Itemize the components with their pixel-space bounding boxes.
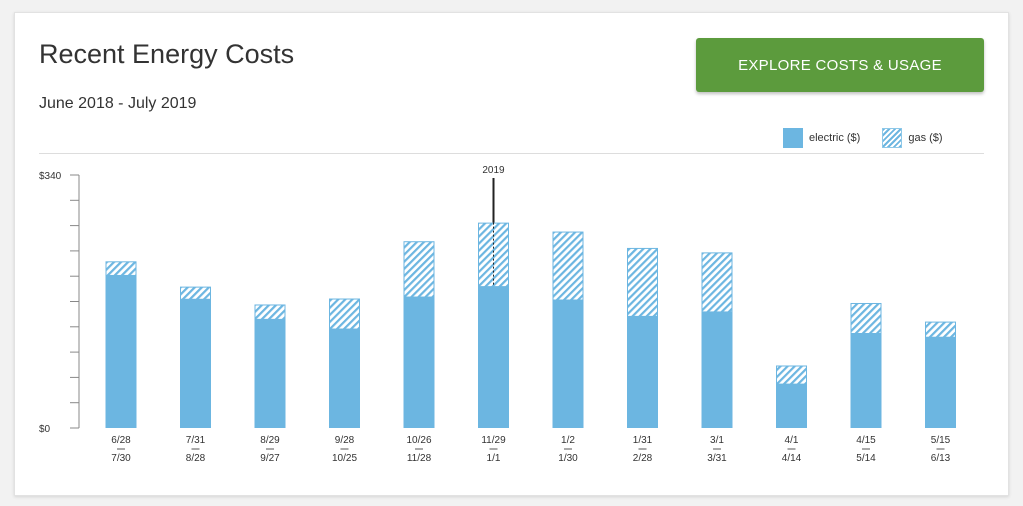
y-tick-label-min: $0 [39,424,51,435]
x-tick-label-end: 2/28 [633,453,653,464]
x-tick-label-end: 9/27 [260,453,280,464]
page-title: Recent Energy Costs [39,39,295,69]
electric-swatch [783,128,803,148]
electric-bar [552,300,584,428]
x-tick-label-start: 4/15 [856,435,876,446]
electric-bar [776,384,807,428]
header-divider [39,153,984,154]
gas-bar [329,298,360,330]
electric-bar [925,337,956,428]
gas-bar [105,261,137,276]
x-tick-label-start: 6/28 [111,435,131,446]
gas-bar [627,247,658,317]
electric-bar [627,316,658,428]
x-tick-label-start: 9/28 [335,435,355,446]
electric-bar [478,286,509,428]
electric-bar [701,311,733,428]
x-tick-label-end: 7/30 [111,453,131,464]
chart-legend: electric ($) gas ($) [783,128,965,148]
x-tick-label-start: 5/15 [931,435,951,446]
x-tick-label-start: 8/29 [260,435,280,446]
year-annotation-label: 2019 [482,165,505,176]
x-tick-label-start: 7/31 [186,435,206,446]
electric-bar [180,299,211,428]
legend-label-gas: gas ($) [908,132,943,144]
explore-costs-button[interactable]: EXPLORE COSTS & USAGE [696,38,984,92]
x-tick-label-start: 3/1 [710,435,724,446]
x-tick-label-end: 8/28 [186,453,206,464]
x-tick-label-end: 4/14 [782,453,802,464]
electric-bar [850,333,882,428]
legend-item-gas: gas ($) [882,128,943,148]
x-tick-label-start: 10/26 [406,435,431,446]
gas-bar [552,231,584,301]
gas-bar [701,252,733,313]
x-tick-label-start: 1/2 [561,435,575,446]
legend-label-electric: electric ($) [809,132,861,144]
electric-bar [105,275,137,428]
gas-bar [850,302,882,334]
gas-bar [403,241,435,298]
x-tick-label-end: 1/30 [558,453,578,464]
gas-bar [925,321,956,338]
y-tick-label-max: $340 [39,171,62,182]
x-tick-label-end: 11/28 [407,453,432,464]
x-tick-label-end: 3/31 [707,453,727,464]
gas-bar [776,365,807,385]
x-tick-label-end: 5/14 [856,453,876,464]
date-range-subtitle: June 2018 - July 2019 [39,95,197,112]
energy-costs-card: Recent Energy Costs June 2018 - July 201… [14,12,1009,496]
x-tick-label-end: 6/13 [931,453,951,464]
electric-bar [254,319,286,428]
energy-cost-chart: $340 $0 6/28 7/30 7/31 8/28 8/29 9/27 9/28 10/25 1… [39,165,956,464]
gas-bar [254,304,286,320]
gas-swatch [882,128,903,148]
x-tick-label-start: 11/29 [481,435,506,446]
electric-bar [329,329,360,428]
x-tick-label-start: 1/31 [633,435,653,446]
legend-item-electric: electric ($) [783,128,860,148]
x-tick-label-start: 4/1 [785,435,799,446]
electric-bar [403,297,435,428]
x-tick-label-end: 10/25 [332,453,357,464]
gas-bar [180,286,211,300]
x-tick-label-end: 1/1 [487,453,501,464]
